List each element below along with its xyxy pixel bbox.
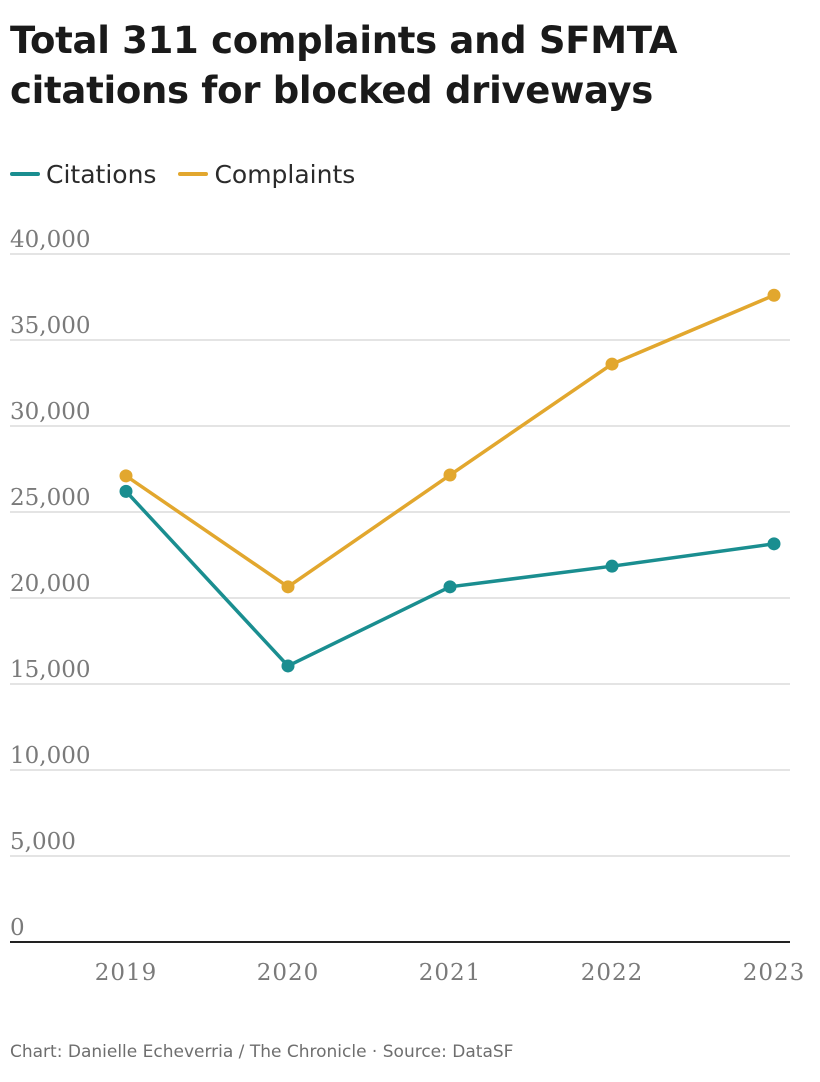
- data-point-citations: [281, 659, 295, 673]
- x-tick-label: 2019: [95, 960, 158, 986]
- data-point-complaints: [605, 357, 619, 371]
- data-point-citations: [605, 559, 619, 573]
- data-point-citations: [443, 580, 457, 594]
- y-tick-label: 30,000: [10, 399, 90, 425]
- y-tick-label: 35,000: [10, 313, 90, 339]
- chart-source: Source: DataSF: [382, 1042, 514, 1062]
- legend-swatch-citations: [10, 172, 40, 176]
- series-line-complaints: [124, 293, 776, 589]
- data-point-citations: [767, 537, 781, 551]
- chart-footer: Chart: Danielle Echeverria / The Chronic…: [10, 1042, 513, 1062]
- series-line-citations: [124, 489, 776, 668]
- y-tick-label: 5,000: [10, 829, 76, 855]
- data-point-complaints: [443, 468, 457, 482]
- data-point-complaints: [281, 580, 295, 594]
- y-tick-label: 40,000: [10, 227, 90, 253]
- data-point-citations: [119, 484, 133, 498]
- data-point-complaints: [119, 469, 133, 483]
- chart-credit: Chart: Danielle Echeverria / The Chronic…: [10, 1042, 367, 1062]
- y-tick-label: 20,000: [10, 571, 90, 597]
- chart-legend: Citations Complaints: [10, 157, 377, 191]
- y-tick-label: 0: [10, 915, 25, 941]
- x-tick-label: 2022: [581, 960, 644, 986]
- y-tick-label: 25,000: [10, 485, 90, 511]
- chart-title: Total 311 complaints and SFMTA citations…: [10, 19, 678, 112]
- legend-swatch-complaints: [178, 172, 209, 176]
- data-point-complaints: [767, 288, 781, 302]
- x-tick-label: 2020: [257, 960, 320, 986]
- x-tick-label: 2023: [743, 960, 806, 986]
- y-tick-label: 10,000: [10, 743, 90, 769]
- legend-item-citations: Citations: [10, 160, 156, 189]
- footer-separator: ·: [366, 1042, 383, 1062]
- legend-label-complaints: Complaints: [214, 159, 356, 189]
- y-tick-label: 15,000: [10, 657, 90, 683]
- legend-label-citations: Citations: [46, 159, 157, 189]
- legend-item-complaints: Complaints: [178, 160, 355, 189]
- x-tick-label: 2021: [419, 960, 482, 986]
